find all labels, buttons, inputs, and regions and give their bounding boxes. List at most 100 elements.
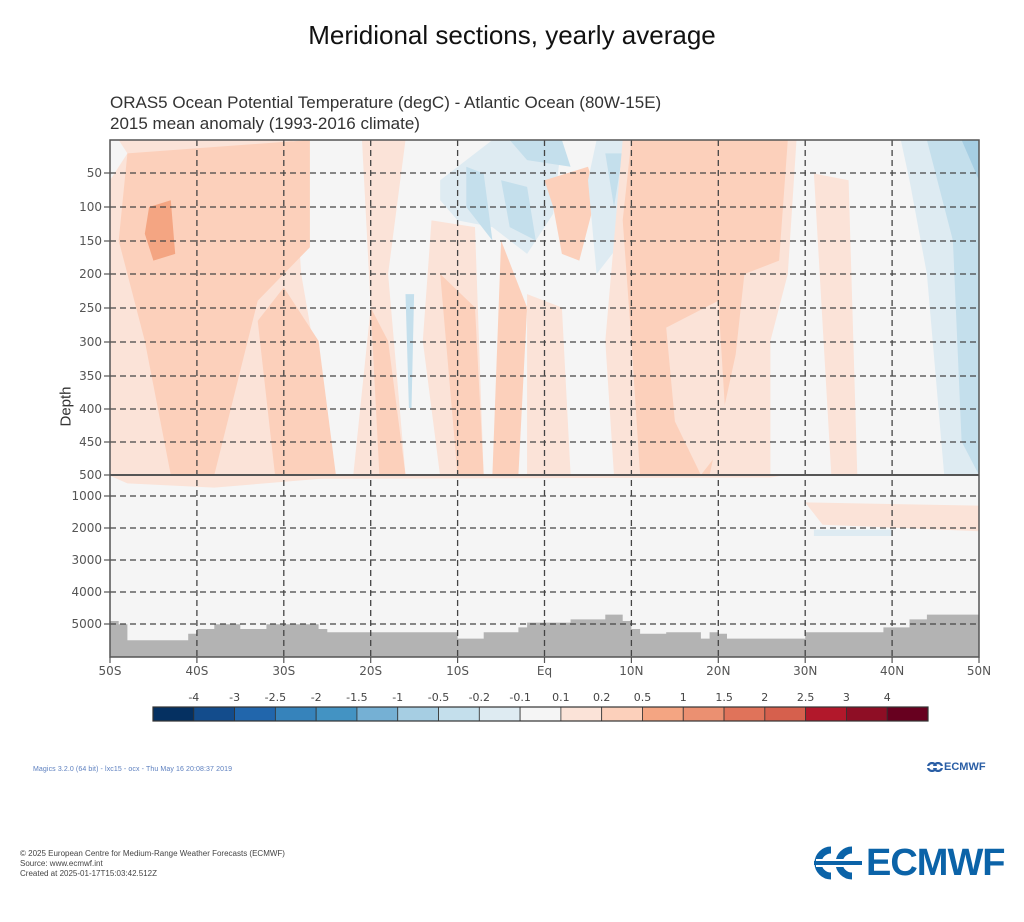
source-text: Source: www.ecmwf.int: [20, 859, 103, 868]
y-tick-label: 3000: [71, 553, 102, 567]
ecmwf-logo-small: ECMWF: [927, 761, 986, 773]
x-tick-label: 40S: [185, 664, 208, 678]
y-tick-label: 500: [79, 468, 102, 482]
y-tick-label: 400: [79, 402, 102, 416]
colorbar-swatch: [478, 706, 521, 722]
colorbar-label: 2: [761, 691, 768, 704]
anomaly-contour: [813, 529, 893, 536]
y-tick-label: 2000: [71, 521, 102, 535]
colorbar-swatch: [152, 706, 195, 722]
ecmwf-logo-text: ECMWF: [866, 841, 1006, 884]
colorbar-swatch: [274, 706, 317, 722]
anomaly-contour: [527, 294, 571, 476]
magics-version-text: Magics 3.2.0 (64 bit) - lxc15 - ocx - Th…: [33, 766, 233, 773]
x-tick-label: 40N: [880, 664, 904, 678]
colorbar-label: -2.5: [265, 691, 286, 704]
colorbar-swatch: [886, 706, 929, 722]
x-tick-label: 30S: [272, 664, 295, 678]
colorbar-label: -0.2: [469, 691, 490, 704]
x-tick-label: 50N: [967, 664, 991, 678]
colorbar-swatch: [846, 706, 888, 722]
y-axis: 50 100 150 200 250 300 350 400 450 500 1000 2000 300…: [71, 166, 110, 631]
grid-lines: [110, 140, 979, 657]
colorbar-label: -4: [188, 691, 199, 704]
y-tick-label: 4000: [71, 585, 102, 599]
colorbar-label: 3: [843, 691, 850, 704]
y-tick-label: 200: [79, 267, 102, 281]
x-tick-label: 20S: [359, 664, 382, 678]
colorbar-swatch: [397, 706, 439, 722]
plot-title-line1: ORAS5 Ocean Potential Temperature (degC)…: [110, 93, 662, 112]
colorbar-label: 4: [884, 691, 891, 704]
ecmwf-emblem-icon: [814, 846, 862, 880]
created-text: Created at 2025-01-17T15:03:42.512Z: [20, 869, 157, 878]
colorbar-label: 0.5: [634, 691, 652, 704]
x-axis: 50S 40S 30S 20S 10S Eq 10N 20N 30N 40N 50N: [99, 657, 991, 678]
colorbar-swatch: [356, 706, 399, 722]
colorbar-label: 2.5: [797, 691, 815, 704]
y-tick-label: 450: [79, 435, 102, 449]
plot-title: ORAS5 Ocean Potential Temperature (degC)…: [110, 92, 661, 134]
anomaly-contour: [257, 287, 336, 476]
colorbar-label: -0.1: [509, 691, 530, 704]
colorbar-swatch: [234, 706, 276, 722]
colorbar-border: [152, 706, 929, 722]
colorbar-label: 0.2: [593, 691, 611, 704]
colorbar-swatch: [560, 706, 603, 722]
x-tick-label: 10N: [619, 664, 643, 678]
anomaly-contour: [813, 173, 858, 475]
anomaly-contour: [110, 475, 788, 480]
colorbar-swatch: [642, 706, 684, 722]
colorbar-label: -0.5: [428, 691, 449, 704]
x-tick-label: 20N: [706, 664, 730, 678]
colorbar-label: -2: [311, 691, 322, 704]
x-tick-label: 50S: [99, 664, 122, 678]
anomaly-contour: [501, 180, 536, 241]
anomaly-contour: [492, 240, 528, 475]
anomaly-contour: [544, 166, 597, 261]
y-tick-label: 100: [79, 200, 102, 214]
colorbar-swatch: [723, 706, 766, 722]
anomaly-contour: [926, 140, 979, 475]
anomaly-max-contour: [144, 200, 176, 261]
y-tick-label: 300: [79, 335, 102, 349]
x-tick-label: 30N: [793, 664, 817, 678]
anomaly-contour: [509, 140, 571, 167]
colorbar: -4 -3 -2.5 -2 -1.5 -1 -0.5 -0.2 -0.1 0.1 0.2 0.5 1 1.…: [152, 691, 929, 722]
y-tick-label: 350: [79, 369, 102, 383]
x-tick-label: 10S: [446, 664, 469, 678]
ecmwf-logo-small-text: ECMWF: [944, 761, 986, 773]
colorbar-swatch: [764, 706, 807, 722]
colorbar-swatch: [438, 706, 480, 722]
colorbar-swatch: [193, 706, 235, 722]
anomaly-contour: [370, 307, 406, 475]
anomaly-contour: [666, 300, 727, 475]
anomaly-contour: [440, 274, 484, 476]
colorbar-label: -1: [392, 691, 403, 704]
anomaly-contour: [605, 153, 623, 207]
ecmwf-emblem-small-icon: [927, 762, 943, 772]
y-tick-label: 5000: [71, 617, 102, 631]
anomaly-contour: [466, 166, 493, 241]
colorbar-label: 1: [680, 691, 687, 704]
anomaly-contour: [405, 294, 415, 408]
colorbar-swatch: [519, 706, 562, 722]
footer-credits: © 2025 European Centre for Medium-Range …: [20, 849, 285, 879]
anomaly-contour: [961, 140, 979, 181]
colorbar-label: 1.5: [715, 691, 733, 704]
colorbar-label: -1.5: [346, 691, 367, 704]
y-tick-label: 150: [79, 234, 102, 248]
copyright-text: © 2025 European Centre for Medium-Range …: [20, 849, 285, 858]
colorbar-swatch: [805, 706, 847, 722]
colorbar-swatch: [315, 706, 358, 722]
anomaly-contour: [805, 502, 979, 532]
anomaly-field: [110, 140, 979, 657]
ecmwf-logo: ECMWF: [814, 841, 1006, 884]
x-tick-label: Eq: [537, 664, 552, 678]
colorbar-swatch: [601, 706, 643, 722]
y-tick-label: 50: [87, 166, 102, 180]
colorbar-label: -3: [229, 691, 240, 704]
y-tick-label: 250: [79, 301, 102, 315]
colorbar-swatch: [682, 706, 725, 722]
